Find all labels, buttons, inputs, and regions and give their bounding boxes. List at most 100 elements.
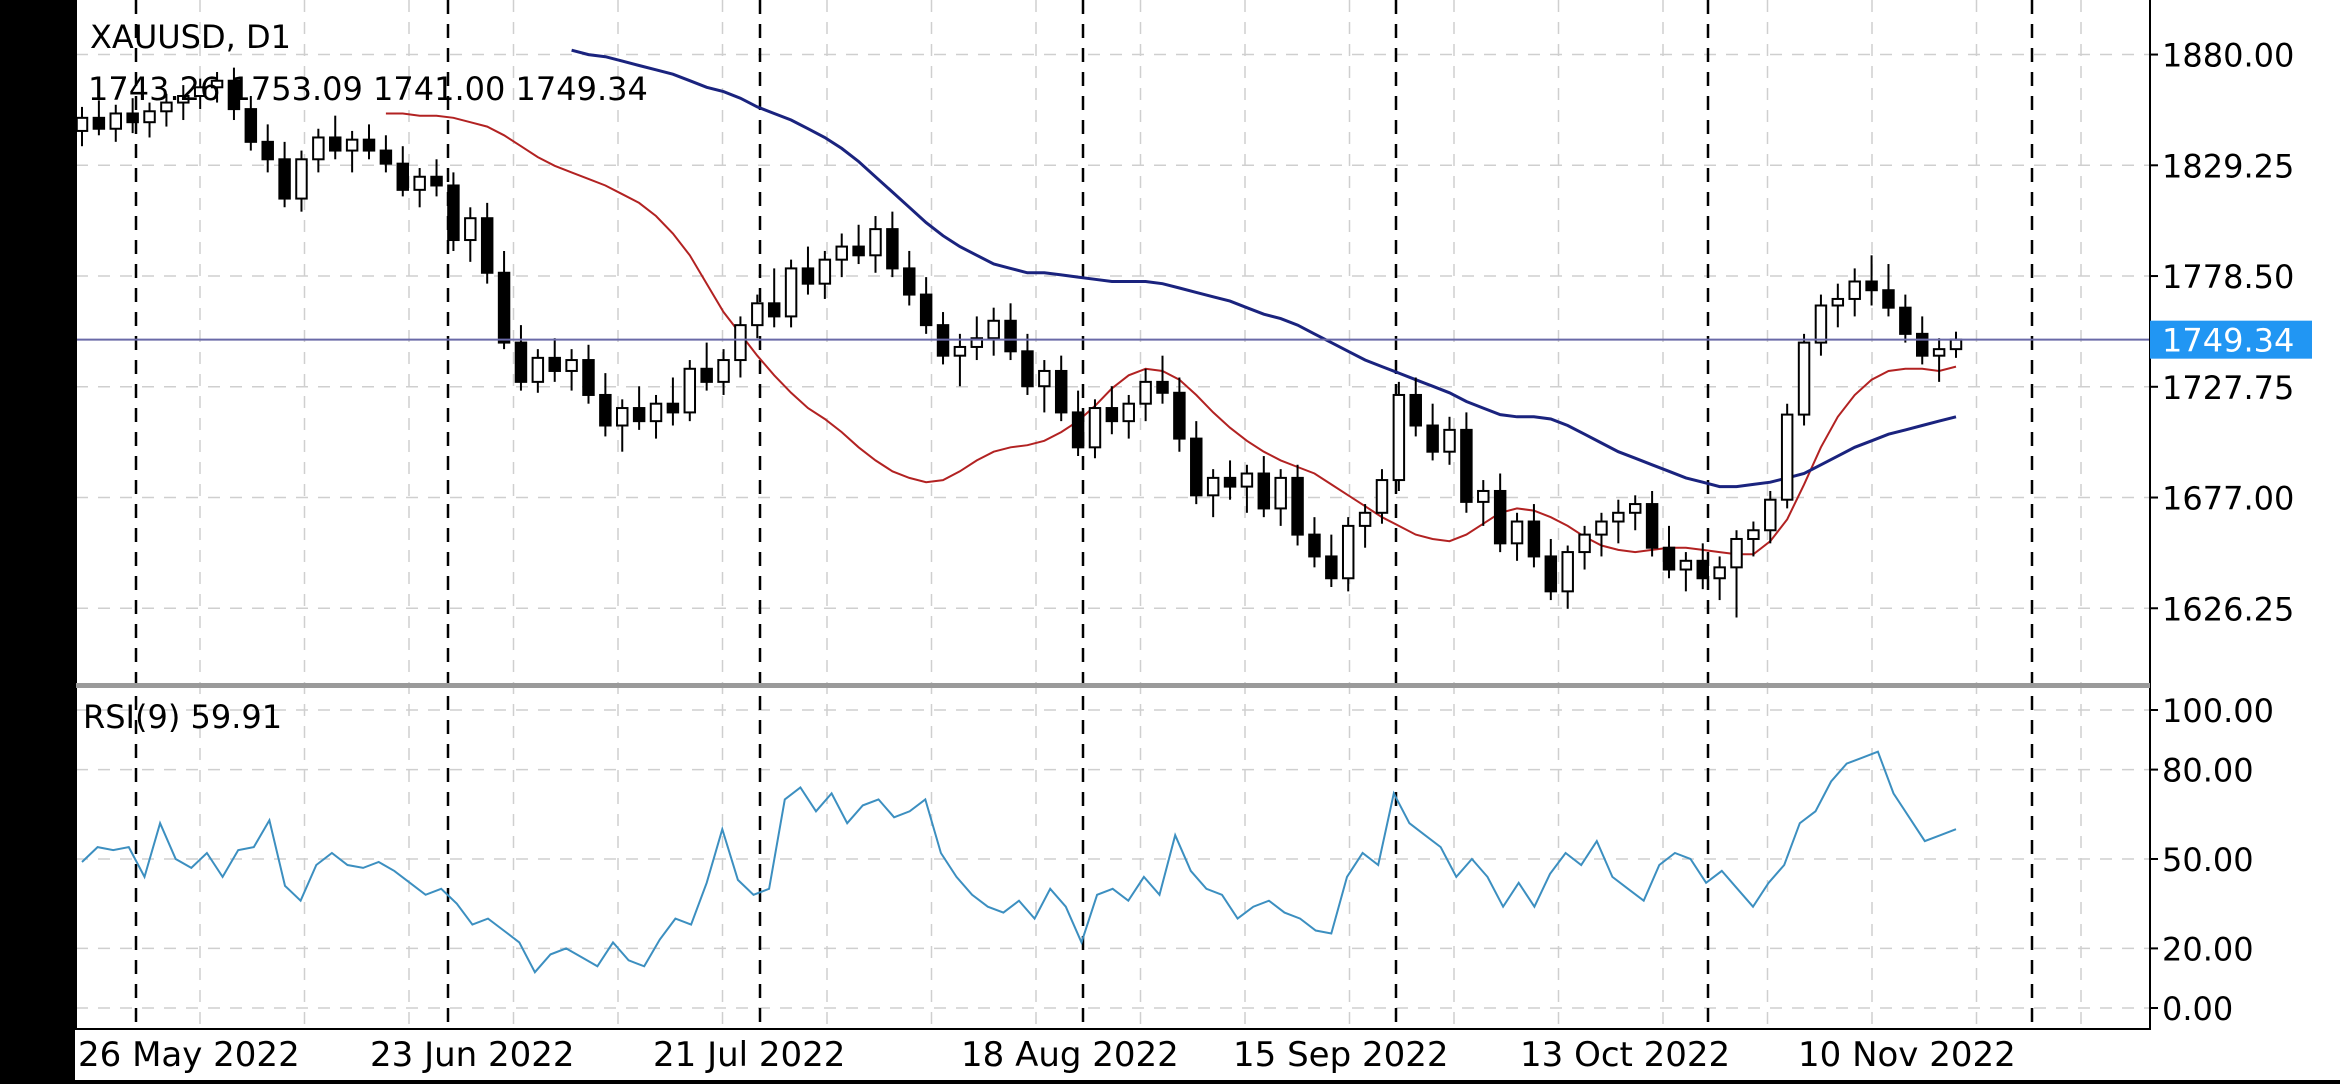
candle-body[interactable] (1679, 559, 1693, 571)
candle-body[interactable] (1713, 566, 1726, 580)
candle-body[interactable] (514, 341, 528, 383)
candle-body[interactable] (92, 116, 106, 130)
candle-body[interactable] (1764, 498, 1777, 532)
candle-body[interactable] (1038, 369, 1051, 388)
candle-body[interactable] (1443, 428, 1456, 453)
candle-body[interactable] (784, 267, 798, 318)
candle-body[interactable] (1291, 476, 1304, 536)
candle-body[interactable] (261, 140, 274, 161)
candle-body[interactable] (801, 267, 815, 285)
candle-body[interactable] (953, 345, 967, 357)
candle-body[interactable] (1308, 533, 1321, 558)
candle-body[interactable] (177, 95, 190, 104)
candle-body[interactable] (919, 293, 933, 327)
candle-body[interactable] (632, 407, 646, 423)
candle-body[interactable] (1527, 520, 1541, 558)
candle-body[interactable] (1848, 280, 1861, 300)
candle-body[interactable] (683, 367, 697, 414)
candle-body[interactable] (1882, 289, 1895, 309)
candle-body[interactable] (1578, 533, 1591, 554)
candle-body[interactable] (1865, 280, 1878, 292)
candle-body[interactable] (1409, 393, 1422, 427)
candle-body[interactable] (75, 116, 89, 132)
candle-body[interactable] (1105, 407, 1119, 423)
candle-body[interactable] (193, 86, 207, 98)
candle-body[interactable] (1696, 559, 1709, 580)
candle-body[interactable] (1814, 304, 1828, 344)
candle-body[interactable] (852, 245, 865, 257)
candle-body[interactable] (1375, 479, 1389, 514)
candle-body[interactable] (751, 302, 764, 327)
candle-body[interactable] (295, 158, 308, 200)
candle-body[interactable] (1206, 476, 1220, 497)
candle-body[interactable] (818, 258, 832, 285)
candle-body[interactable] (1510, 520, 1524, 545)
candle-body[interactable] (1088, 407, 1102, 449)
candle-body[interactable] (1561, 551, 1574, 593)
candle-body[interactable] (970, 337, 984, 348)
candle-body[interactable] (312, 136, 325, 161)
candle-body[interactable] (1054, 369, 1068, 414)
candle-body[interactable] (430, 175, 443, 187)
candle-body[interactable] (109, 112, 122, 130)
candle-body[interactable] (1274, 476, 1287, 510)
candle-body[interactable] (1460, 428, 1473, 503)
candle-body[interactable] (1595, 520, 1608, 536)
candle-body[interactable] (1139, 380, 1152, 405)
candle-body[interactable] (835, 245, 848, 261)
candle-body[interactable] (903, 267, 916, 296)
candle-body[interactable] (717, 359, 730, 383)
candle-body[interactable] (1240, 472, 1254, 488)
candle-body[interactable] (767, 302, 781, 318)
candle-body[interactable] (1797, 341, 1811, 416)
candle-body[interactable] (379, 149, 393, 165)
candle-body[interactable] (582, 359, 595, 396)
candle-body[interactable] (126, 112, 139, 124)
candle-body[interactable] (1004, 319, 1017, 353)
candle-body[interactable] (599, 393, 612, 427)
candle-body[interactable] (1477, 489, 1490, 503)
candles[interactable] (75, 67, 1963, 618)
candle-body[interactable] (1780, 413, 1794, 501)
candle-body[interactable] (278, 158, 291, 200)
candle-body[interactable] (886, 228, 899, 270)
candle-body[interactable] (1662, 546, 1676, 571)
candle-body[interactable] (362, 138, 376, 152)
candle-body[interactable] (666, 402, 680, 414)
candle-body[interactable] (210, 79, 224, 89)
candle-body[interactable] (565, 359, 578, 372)
candle-body[interactable] (1730, 537, 1743, 569)
candle-body[interactable] (396, 162, 410, 191)
candle-body[interactable] (1190, 437, 1203, 497)
candle-body[interactable] (1071, 411, 1085, 449)
candle-body[interactable] (1493, 489, 1507, 545)
candle-body[interactable] (329, 136, 342, 152)
candle-body[interactable] (1341, 524, 1355, 580)
candle-body[interactable] (1949, 338, 1963, 351)
candle-body[interactable] (1122, 402, 1135, 423)
candle-body[interactable] (1628, 503, 1642, 514)
candle-body[interactable] (987, 319, 1000, 340)
candle-body[interactable] (1021, 350, 1034, 388)
candle-body[interactable] (616, 407, 629, 427)
candle-body[interactable] (531, 356, 545, 383)
candle-body[interactable] (1612, 511, 1625, 523)
candle-body[interactable] (1392, 393, 1406, 482)
candle-body[interactable] (1257, 472, 1271, 510)
candle-body[interactable] (480, 217, 494, 274)
candle-body[interactable] (227, 79, 241, 111)
candle-body[interactable] (1426, 424, 1439, 453)
candle-body[interactable] (649, 402, 663, 423)
candle-body[interactable] (548, 356, 561, 372)
candle-body[interactable] (1747, 529, 1760, 540)
candle-body[interactable] (700, 367, 713, 383)
candle-body[interactable] (1645, 503, 1659, 549)
candle-body[interactable] (1156, 380, 1169, 394)
candle-body[interactable] (1932, 348, 1946, 357)
candle-body[interactable] (1544, 555, 1558, 593)
candle-body[interactable] (160, 101, 173, 113)
candle-body[interactable] (1358, 511, 1372, 527)
candle-body[interactable] (244, 108, 258, 143)
